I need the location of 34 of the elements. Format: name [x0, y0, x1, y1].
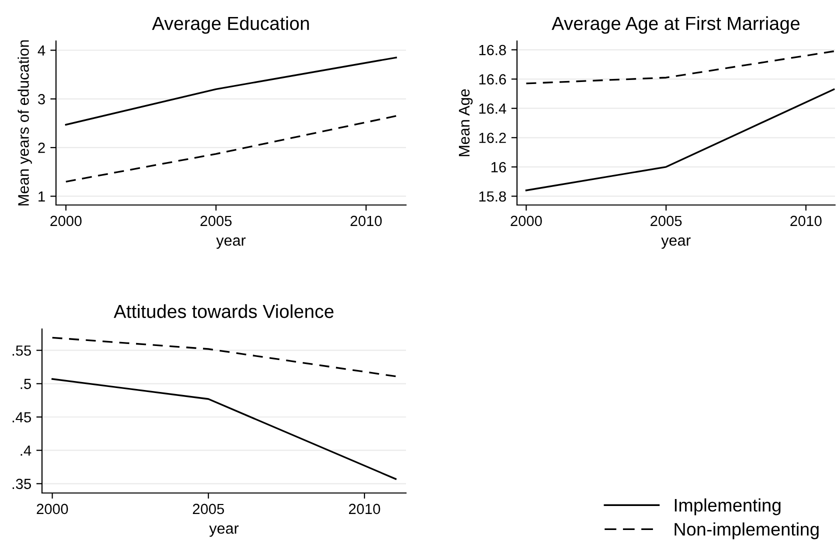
y-tick-label: 16.6	[479, 74, 506, 84]
y-tick-label: .5	[20, 378, 31, 390]
chart-title: Average Education	[152, 16, 309, 34]
legend-label: Non-implementing	[674, 522, 819, 540]
x-tick-label: 2010	[350, 216, 382, 226]
x-tick-label: 2005	[200, 216, 232, 226]
x-tick-label: 2005	[192, 504, 224, 514]
x-axis-title: year	[216, 237, 246, 249]
y-tick-label: 16	[491, 162, 506, 172]
y-tick-label: 1	[38, 191, 45, 202]
y-tick-label: 15.8	[479, 191, 506, 202]
x-tick-label: 2005	[650, 216, 682, 226]
x-tick-label: 2010	[348, 504, 380, 514]
x-tick-label: 2010	[790, 216, 822, 226]
x-axis-title: year	[209, 525, 239, 537]
y-tick-label: .55	[12, 346, 31, 356]
chart-title: Average Age at First Marriage	[552, 16, 800, 34]
x-tick-label: 2000	[50, 216, 82, 226]
y-tick-label: 2	[38, 142, 45, 153]
x-tick-label: 2000	[510, 216, 542, 226]
y-tick-label: 16.4	[479, 103, 506, 114]
y-tick-label: 4	[38, 46, 46, 56]
y-axis-title: Mean Age	[458, 89, 473, 156]
y-tick-label: .4	[20, 446, 32, 456]
y-axis-title: Mean years of education	[18, 40, 32, 206]
legend-label: Implementing	[674, 498, 780, 516]
y-tick-label: 3	[38, 94, 45, 104]
y-tick-label: .35	[12, 478, 31, 490]
y-tick-label: 16.2	[479, 132, 506, 144]
x-axis-title: year	[661, 237, 691, 249]
y-tick-label: .45	[12, 412, 31, 422]
chart-title: Attitudes towards Violence	[114, 304, 334, 318]
x-tick-label: 2000	[36, 504, 68, 514]
y-tick-label: 16.8	[479, 44, 506, 56]
